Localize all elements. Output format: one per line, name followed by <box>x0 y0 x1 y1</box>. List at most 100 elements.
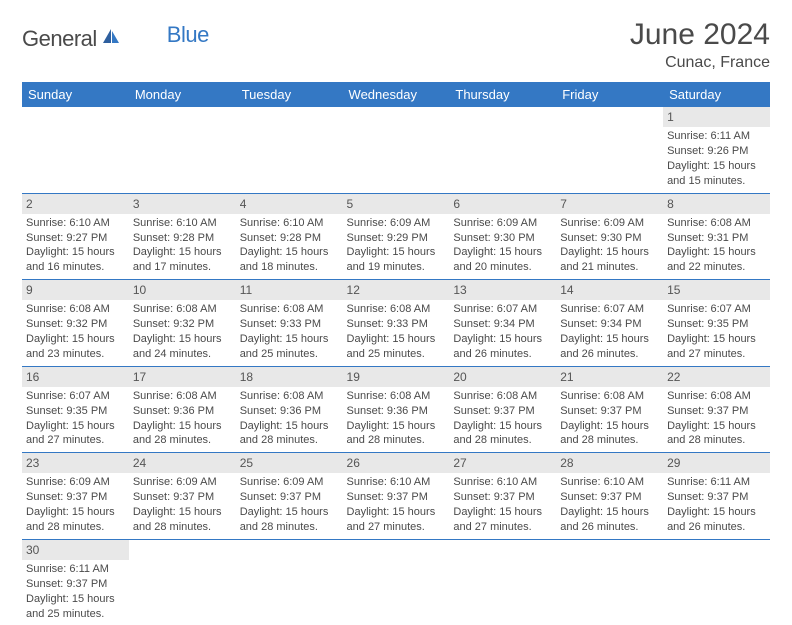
day-number: 20 <box>449 367 556 387</box>
daylight-text: Daylight: 15 hours and 25 minutes. <box>26 592 125 622</box>
calendar-cell: 13 Sunrise: 6:07 AMSunset: 9:34 PMDayligh… <box>449 280 556 367</box>
sunset-text: Sunset: 9:37 PM <box>560 490 659 505</box>
calendar-cell: 24Sunrise: 6:09 AMSunset: 9:37 PMDayligh… <box>129 453 236 540</box>
daylight-text: Daylight: 15 hours and 28 minutes. <box>453 419 552 449</box>
calendar-week: 9Sunrise: 6:08 AMSunset: 9:32 PMDaylight… <box>22 280 770 367</box>
daylight-text: Daylight: 15 hours and 26 minutes. <box>560 332 659 362</box>
sunrise-text: Sunrise: 6:07 AM <box>453 302 552 317</box>
daylight-text: Daylight: 15 hours and 15 minutes. <box>667 159 766 189</box>
sunrise-text: Sunrise: 6:11 AM <box>26 562 125 577</box>
sunset-text: Sunset: 9:28 PM <box>133 231 232 246</box>
day-number: 8 <box>663 194 770 214</box>
day-header: Saturday <box>663 82 770 107</box>
sunset-text: Sunset: 9:28 PM <box>240 231 339 246</box>
sunrise-text: Sunrise: 6:09 AM <box>347 216 446 231</box>
sunset-text: Sunset: 9:31 PM <box>667 231 766 246</box>
sunset-text: Sunset: 9:35 PM <box>26 404 125 419</box>
logo-text-blue: Blue <box>167 22 209 48</box>
daylight-text: Daylight: 15 hours and 26 minutes. <box>560 505 659 535</box>
daylight-text: Daylight: 15 hours and 26 minutes. <box>453 332 552 362</box>
calendar-cell <box>343 539 450 625</box>
calendar-cell <box>236 539 343 625</box>
calendar-cell: 10Sunrise: 6:08 AMSunset: 9:32 PMDayligh… <box>129 280 236 367</box>
calendar-cell: 22Sunrise: 6:08 AMSunset: 9:37 PMDayligh… <box>663 366 770 453</box>
day-number: 9 <box>22 280 129 300</box>
daylight-text: Daylight: 15 hours and 25 minutes. <box>347 332 446 362</box>
sunrise-text: Sunrise: 6:08 AM <box>347 389 446 404</box>
sunset-text: Sunset: 9:32 PM <box>133 317 232 332</box>
day-number: 11 <box>236 280 343 300</box>
calendar-cell <box>236 107 343 193</box>
calendar-week: 2Sunrise: 6:10 AMSunset: 9:27 PMDaylight… <box>22 193 770 280</box>
sunset-text: Sunset: 9:30 PM <box>453 231 552 246</box>
sunset-text: Sunset: 9:33 PM <box>347 317 446 332</box>
day-number: 19 <box>343 367 450 387</box>
calendar-cell <box>556 107 663 193</box>
sunset-text: Sunset: 9:32 PM <box>26 317 125 332</box>
daylight-text: Daylight: 15 hours and 28 minutes. <box>133 505 232 535</box>
sunrise-text: Sunrise: 6:09 AM <box>133 475 232 490</box>
sunrise-text: Sunrise: 6:08 AM <box>347 302 446 317</box>
calendar-cell: 14Sunrise: 6:07 AMSunset: 9:34 PMDayligh… <box>556 280 663 367</box>
day-number: 21 <box>556 367 663 387</box>
daylight-text: Daylight: 15 hours and 28 minutes. <box>347 419 446 449</box>
day-number: 22 <box>663 367 770 387</box>
day-number: 13 <box>449 280 556 300</box>
calendar-cell: 25Sunrise: 6:09 AMSunset: 9:37 PMDayligh… <box>236 453 343 540</box>
sunrise-text: Sunrise: 6:08 AM <box>133 389 232 404</box>
day-number: 5 <box>343 194 450 214</box>
title-block: June 2024 Cunac, France <box>630 18 770 72</box>
day-header: Monday <box>129 82 236 107</box>
sunset-text: Sunset: 9:29 PM <box>347 231 446 246</box>
daylight-text: Daylight: 15 hours and 28 minutes. <box>133 419 232 449</box>
sunset-text: Sunset: 9:37 PM <box>667 404 766 419</box>
daylight-text: Daylight: 15 hours and 27 minutes. <box>347 505 446 535</box>
calendar-cell <box>449 107 556 193</box>
sunset-text: Sunset: 9:34 PM <box>453 317 552 332</box>
sunset-text: Sunset: 9:36 PM <box>133 404 232 419</box>
calendar-cell: 8Sunrise: 6:08 AMSunset: 9:31 PMDaylight… <box>663 193 770 280</box>
daylight-text: Daylight: 15 hours and 28 minutes. <box>667 419 766 449</box>
daylight-text: Daylight: 15 hours and 28 minutes. <box>560 419 659 449</box>
day-number: 16 <box>22 367 129 387</box>
day-header: Friday <box>556 82 663 107</box>
sunset-text: Sunset: 9:37 PM <box>26 490 125 505</box>
daylight-text: Daylight: 15 hours and 28 minutes. <box>26 505 125 535</box>
daylight-text: Daylight: 15 hours and 28 minutes. <box>240 505 339 535</box>
daylight-text: Daylight: 15 hours and 20 minutes. <box>453 245 552 275</box>
daylight-text: Daylight: 15 hours and 19 minutes. <box>347 245 446 275</box>
calendar-cell: 11Sunrise: 6:08 AMSunset: 9:33 PMDayligh… <box>236 280 343 367</box>
logo: General Blue <box>22 26 209 52</box>
calendar-cell: 23Sunrise: 6:09 AMSunset: 9:37 PMDayligh… <box>22 453 129 540</box>
sunrise-text: Sunrise: 6:10 AM <box>240 216 339 231</box>
calendar-cell: 21Sunrise: 6:08 AMSunset: 9:37 PMDayligh… <box>556 366 663 453</box>
calendar-cell: 19Sunrise: 6:08 AMSunset: 9:36 PMDayligh… <box>343 366 450 453</box>
sunset-text: Sunset: 9:33 PM <box>240 317 339 332</box>
calendar-cell <box>22 107 129 193</box>
calendar-cell: 29Sunrise: 6:11 AMSunset: 9:37 PMDayligh… <box>663 453 770 540</box>
day-number: 23 <box>22 453 129 473</box>
day-number: 2 <box>22 194 129 214</box>
calendar-cell <box>129 539 236 625</box>
calendar-cell <box>343 107 450 193</box>
calendar-cell: 1Sunrise: 6:11 AMSunset: 9:26 PMDaylight… <box>663 107 770 193</box>
sunrise-text: Sunrise: 6:08 AM <box>240 389 339 404</box>
sunrise-text: Sunrise: 6:07 AM <box>560 302 659 317</box>
page-header: General Blue June 2024 Cunac, France <box>22 18 770 72</box>
daylight-text: Daylight: 15 hours and 27 minutes. <box>453 505 552 535</box>
sunset-text: Sunset: 9:26 PM <box>667 144 766 159</box>
sunset-text: Sunset: 9:37 PM <box>26 577 125 592</box>
day-number: 1 <box>663 107 770 127</box>
sunset-text: Sunset: 9:37 PM <box>240 490 339 505</box>
day-number: 3 <box>129 194 236 214</box>
daylight-text: Daylight: 15 hours and 24 minutes. <box>133 332 232 362</box>
day-number: 10 <box>129 280 236 300</box>
day-number: 15 <box>663 280 770 300</box>
calendar-week: 23Sunrise: 6:09 AMSunset: 9:37 PMDayligh… <box>22 453 770 540</box>
daylight-text: Daylight: 15 hours and 16 minutes. <box>26 245 125 275</box>
day-number: 12 <box>343 280 450 300</box>
sunset-text: Sunset: 9:34 PM <box>560 317 659 332</box>
daylight-text: Daylight: 15 hours and 27 minutes. <box>26 419 125 449</box>
sunrise-text: Sunrise: 6:08 AM <box>560 389 659 404</box>
daylight-text: Daylight: 15 hours and 18 minutes. <box>240 245 339 275</box>
